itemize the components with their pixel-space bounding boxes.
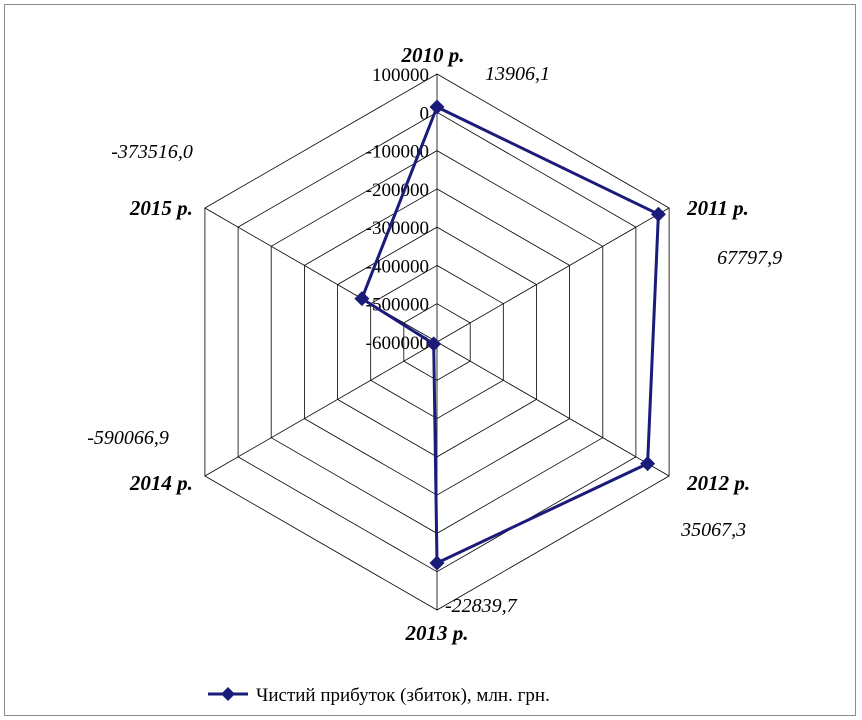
axis-tick-label: -100000 — [366, 142, 429, 163]
data-point-marker — [429, 99, 445, 115]
radar-grid — [204, 73, 670, 611]
axis-tick-label: 100000 — [372, 65, 429, 86]
category-label: 2012 р. — [686, 471, 750, 495]
category-label: 2011 р. — [686, 196, 749, 220]
grid-spoke — [436, 341, 670, 477]
legend-series-name: Чистий прибуток (збиток), млн. грн. — [256, 685, 550, 706]
data-point-marker — [426, 336, 442, 352]
axis-tick-label: -200000 — [366, 180, 429, 201]
data-point-marker — [429, 555, 445, 571]
legend: Чистий прибуток (збиток), млн. грн. — [208, 685, 550, 706]
grid-spoke — [436, 207, 670, 343]
data-label: -22839,7 — [445, 595, 518, 617]
data-label: 67797,9 — [717, 247, 782, 269]
category-label: 2015 р. — [129, 196, 193, 220]
axis-tick-label: -600000 — [366, 333, 429, 354]
axis-tick-label: 0 — [420, 103, 430, 124]
data-label: 13906,1 — [485, 63, 550, 85]
category-labels: 2010 р. 2011 р. 2012 р. 2013 р. 2014 р. 2015 … — [129, 43, 750, 645]
legend-diamond-marker — [221, 687, 235, 701]
axis-tick-label: -400000 — [366, 256, 429, 277]
grid-spoke — [204, 207, 438, 343]
category-label: 2014 р. — [129, 471, 193, 495]
series-group — [354, 99, 666, 571]
data-label: -590066,9 — [87, 427, 169, 449]
grid-spoke — [204, 341, 438, 477]
data-label: -373516,0 — [111, 141, 193, 163]
data-label: 35067,3 — [680, 519, 746, 541]
category-label: 2013 р. — [405, 621, 469, 645]
data-labels: 13906,1 67797,9 35067,3 -22839,7 -590066,9 -3… — [87, 63, 782, 617]
data-point-marker — [650, 206, 666, 222]
category-label: 2010 р. — [401, 43, 465, 67]
data-point-marker — [640, 456, 656, 472]
axis-tick-label: -300000 — [366, 218, 429, 239]
data-point-marker — [354, 291, 370, 307]
